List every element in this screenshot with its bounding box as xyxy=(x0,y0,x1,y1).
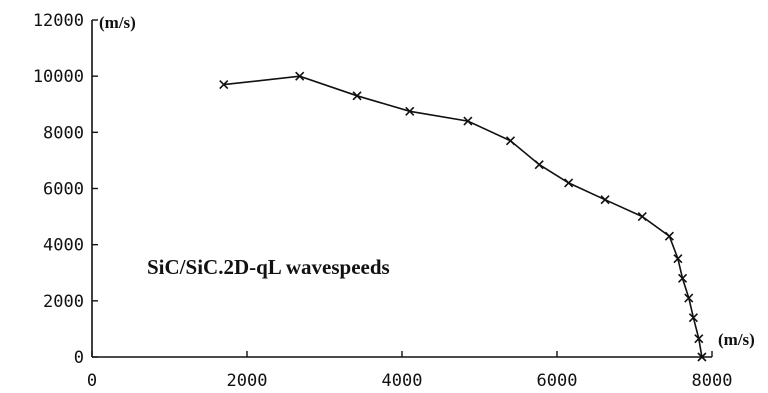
x-tick-label: 2000 xyxy=(227,371,268,391)
ticks: 0 2000 4000 6000 8000 0 2000 4000 6000 8000 10000 1… xyxy=(33,11,733,391)
data-point-marker xyxy=(688,313,698,323)
data-point-marker xyxy=(463,116,473,126)
data-point-marker xyxy=(694,334,704,344)
y-tick-label: 12000 xyxy=(33,11,84,31)
data-point-marker xyxy=(534,160,544,170)
data-point-marker xyxy=(564,178,574,188)
data-point-marker xyxy=(677,273,688,283)
y-tick-label: 2000 xyxy=(43,292,84,312)
x-tick-label: 8000 xyxy=(692,371,733,391)
data-point-marker xyxy=(352,91,362,101)
data-point-marker xyxy=(219,80,229,90)
data-point-marker xyxy=(505,136,516,146)
data-point-marker xyxy=(673,254,683,264)
data-point-marker xyxy=(405,106,415,116)
series-line xyxy=(223,75,703,358)
data-point-marker xyxy=(697,352,707,362)
data-point-marker xyxy=(684,293,694,303)
data-point-marker xyxy=(664,231,674,241)
y-tick-label: 8000 xyxy=(43,123,84,143)
y-axis-unit-label: (m/s) xyxy=(99,13,136,32)
x-tick-label: 4000 xyxy=(382,371,423,391)
data-point-marker xyxy=(637,212,647,222)
y-tick-label: 10000 xyxy=(33,67,84,87)
y-tick-label: 4000 xyxy=(43,236,84,256)
x-tick-label: 6000 xyxy=(537,371,578,391)
y-tick-label: 6000 xyxy=(43,180,84,200)
y-tick-label: 0 xyxy=(74,348,84,368)
chart-annotation: SiC/SiC.2D-qL wavespeeds xyxy=(147,255,390,279)
data-point-marker xyxy=(600,195,610,205)
x-tick-label: 0 xyxy=(87,371,97,391)
plot-area xyxy=(219,71,707,362)
data-point-marker xyxy=(295,71,305,81)
x-axis-unit-label: (m/s) xyxy=(718,330,755,349)
axes xyxy=(91,20,712,358)
